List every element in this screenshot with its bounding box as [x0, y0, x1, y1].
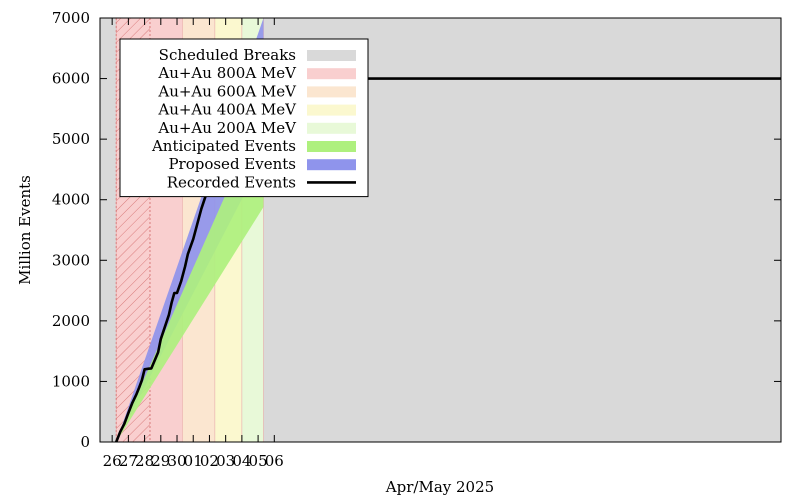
legend-label-2: Au+Au 600A MeV	[157, 82, 297, 100]
plot-frame	[99, 17, 782, 443]
legend-label-6: Proposed Events	[168, 155, 296, 173]
y-tick-label-2: 2000	[52, 312, 90, 330]
axes: 0100020003000400050006000700026272829300…	[52, 9, 782, 470]
legend-swatch-5	[307, 141, 356, 152]
y-tick-label-6: 6000	[52, 70, 90, 88]
x-tick-label-3: 29	[151, 452, 170, 470]
x-axis-title: Apr/May 2025	[385, 478, 494, 496]
legend-swatch-2	[307, 86, 356, 98]
legend-swatch-4	[307, 122, 356, 134]
legend-label-0: Scheduled Breaks	[159, 46, 296, 64]
x-tick-label-8: 04	[232, 452, 251, 470]
legend-label-4: Au+Au 200A MeV	[157, 119, 297, 137]
legend-label-7: Recorded Events	[167, 173, 296, 191]
x-tick-label-10: 06	[265, 452, 284, 470]
y-tick-label-4: 4000	[52, 191, 90, 209]
legend-swatch-3	[307, 104, 356, 116]
x-tick-label-6: 02	[200, 452, 219, 470]
y-tick-label-7: 7000	[52, 9, 90, 27]
x-tick-label-5: 01	[184, 452, 203, 470]
y-tick-label-3: 3000	[52, 251, 90, 269]
x-tick-label-4: 30	[167, 452, 186, 470]
y-tick-label-0: 0	[80, 433, 90, 451]
x-tick-label-1: 27	[119, 452, 138, 470]
x-tick-label-0: 26	[103, 452, 122, 470]
legend-label-3: Au+Au 400A MeV	[157, 101, 297, 119]
x-tick-label-7: 03	[216, 452, 235, 470]
legend-swatch-0	[307, 50, 356, 61]
x-tick-label-2: 28	[135, 452, 154, 470]
legend-swatch-6	[307, 159, 356, 171]
x-tick-label-9: 05	[249, 452, 268, 470]
legend-swatch-1	[307, 68, 356, 80]
band-0	[100, 18, 117, 442]
y-axis-title: Million Events	[16, 175, 34, 285]
y-tick-label-1: 1000	[52, 372, 90, 390]
legend-label-5: Anticipated Events	[151, 137, 296, 155]
y-tick-label-5: 5000	[52, 130, 90, 148]
legend-label-1: Au+Au 800A MeV	[157, 64, 297, 82]
legend-box	[119, 38, 369, 198]
